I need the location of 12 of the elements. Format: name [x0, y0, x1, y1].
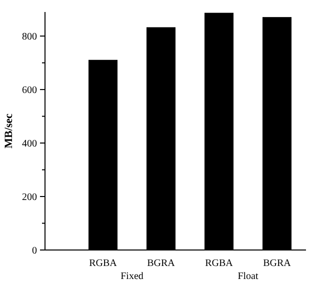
x-tick-label: RGBA: [89, 258, 118, 269]
text: Float: [238, 271, 258, 282]
y-tick-label: 800: [22, 32, 37, 43]
x-tick-label: BGRA: [263, 258, 292, 269]
y-axis-title: MB/sec: [3, 113, 15, 148]
y-tick-label: 400: [22, 138, 37, 150]
x-tick-label: BGRA: [147, 258, 176, 269]
x-tick-label: RGBA: [205, 258, 234, 269]
y-tick-label: 0: [32, 246, 37, 256]
text: Fixed: [120, 271, 144, 282]
y-tick-label: 200: [22, 192, 37, 204]
y-tick-label: 600: [22, 85, 37, 96]
